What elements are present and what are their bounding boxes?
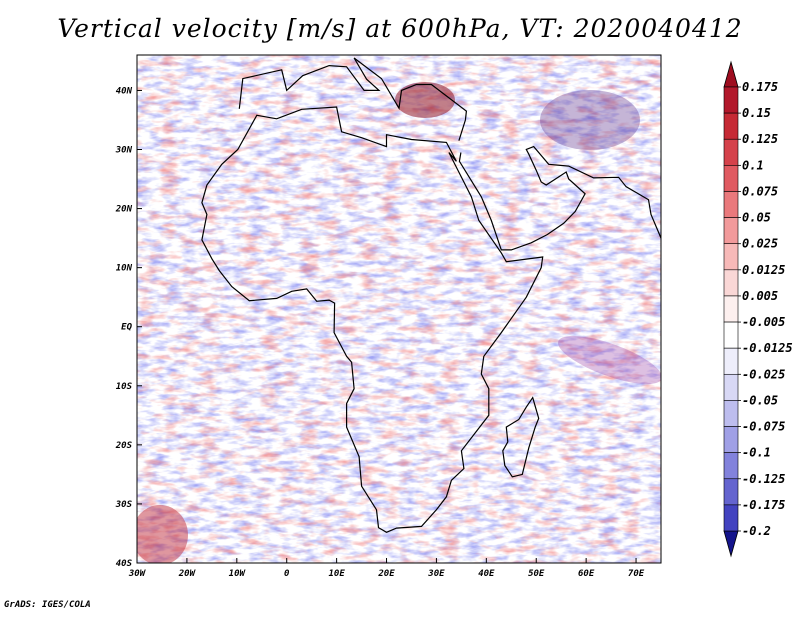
africa-coastline bbox=[201, 106, 544, 533]
x-tick-label: 20W bbox=[178, 569, 197, 579]
y-tick-label: 30S bbox=[115, 500, 133, 510]
colorbar-swatch bbox=[723, 217, 739, 245]
colorbar-swatch bbox=[723, 400, 739, 427]
colorbar-label: 0.175 bbox=[742, 80, 778, 94]
colorbar-label: 0.0125 bbox=[742, 263, 785, 277]
strong-ascent-patch-north-africa bbox=[395, 82, 455, 118]
colorbar-swatch bbox=[723, 478, 739, 506]
colorbar-label: 0.1 bbox=[742, 158, 764, 172]
colorbar-swatch bbox=[723, 347, 739, 375]
y-tick-label: 40S bbox=[116, 559, 133, 569]
colorbar-label: -0.2 bbox=[742, 524, 771, 538]
colorbar-swatch bbox=[723, 321, 739, 349]
y-tick-label: 20N bbox=[115, 205, 133, 215]
colorbar-swatch bbox=[723, 112, 739, 140]
colorbar-label: -0.0125 bbox=[742, 341, 793, 355]
colorbar-label: 0.075 bbox=[742, 184, 778, 198]
credit-text: GrADS: IGES/COLA bbox=[4, 600, 91, 610]
europe-coastline bbox=[238, 57, 468, 141]
colorbar-bottom-arrow bbox=[723, 530, 739, 558]
y-tick-label: EQ bbox=[121, 323, 132, 333]
x-tick-label: 60E bbox=[578, 569, 595, 579]
colorbar-swatch bbox=[723, 504, 739, 532]
colorbar-label: -0.05 bbox=[742, 393, 778, 407]
colorbar-top-arrow bbox=[723, 60, 739, 88]
ascent-patch-south-atlantic bbox=[137, 505, 188, 563]
colorbar-label: -0.005 bbox=[742, 315, 785, 329]
x-tick-label: 40E bbox=[478, 569, 495, 579]
colorbar-label: 0.005 bbox=[742, 289, 778, 303]
colorbar-label: -0.075 bbox=[742, 420, 785, 434]
x-tick-label: 10E bbox=[328, 569, 345, 579]
colorbar-swatch bbox=[723, 426, 739, 453]
colorbar-label: -0.025 bbox=[742, 367, 785, 381]
colorbar-label: 0.025 bbox=[742, 237, 778, 251]
latitude-axis: 40N 30N 20N 10N EQ 10S 20S 30S 40S bbox=[115, 86, 142, 569]
y-tick-label: 10S bbox=[116, 382, 133, 392]
y-tick-label: 20S bbox=[115, 441, 133, 451]
x-tick-label: 0 bbox=[284, 569, 290, 579]
velocity-field bbox=[137, 55, 661, 563]
colorbar-label: -0.125 bbox=[742, 472, 785, 486]
colorbar-swatch bbox=[723, 243, 739, 271]
colorbar-swatch bbox=[723, 269, 739, 297]
colorbar-swatch bbox=[723, 138, 739, 166]
colorbar: 0.175 0.15 0.125 0.1 0.075 0.05 0.025 0.0125 0.0… bbox=[723, 60, 793, 558]
colorbar-swatch bbox=[723, 295, 739, 323]
band-indian-ocean bbox=[558, 335, 661, 385]
y-tick-label: 30N bbox=[115, 146, 133, 156]
x-tick-label: 20E bbox=[377, 569, 395, 579]
x-tick-label: 30W bbox=[128, 569, 147, 579]
longitude-axis: 30W 20W 10W 0 10E 20E 30E 40E 50E 60E 70E bbox=[128, 558, 645, 579]
arabia-coastline bbox=[458, 145, 661, 251]
colorbar-swatch bbox=[723, 86, 739, 114]
colorbar-label: -0.175 bbox=[742, 498, 785, 512]
colorbar-swatch bbox=[723, 191, 739, 218]
colorbar-label: 0.15 bbox=[742, 106, 771, 120]
x-tick-label: 10W bbox=[229, 569, 247, 579]
colorbar-swatch bbox=[723, 373, 739, 401]
colorbar-swatch bbox=[723, 452, 739, 480]
x-tick-label: 30E bbox=[427, 569, 445, 579]
mixed-patch-iran bbox=[540, 90, 640, 150]
map-title: Vertical velocity [m/s] at 600hPa, VT: 2… bbox=[57, 14, 743, 43]
x-tick-label: 70E bbox=[628, 569, 645, 579]
coastlines bbox=[201, 57, 661, 533]
y-tick-label: 40N bbox=[116, 86, 133, 96]
colorbar-label: -0.1 bbox=[742, 446, 771, 460]
madagascar-coastline bbox=[502, 396, 540, 478]
colorbar-swatch bbox=[723, 165, 739, 192]
colorbar-label: 0.05 bbox=[742, 211, 771, 225]
y-tick-label: 10N bbox=[116, 264, 133, 274]
plot-frame bbox=[136, 54, 662, 564]
x-tick-label: 50E bbox=[528, 569, 545, 579]
colorbar-label: 0.125 bbox=[742, 132, 778, 146]
